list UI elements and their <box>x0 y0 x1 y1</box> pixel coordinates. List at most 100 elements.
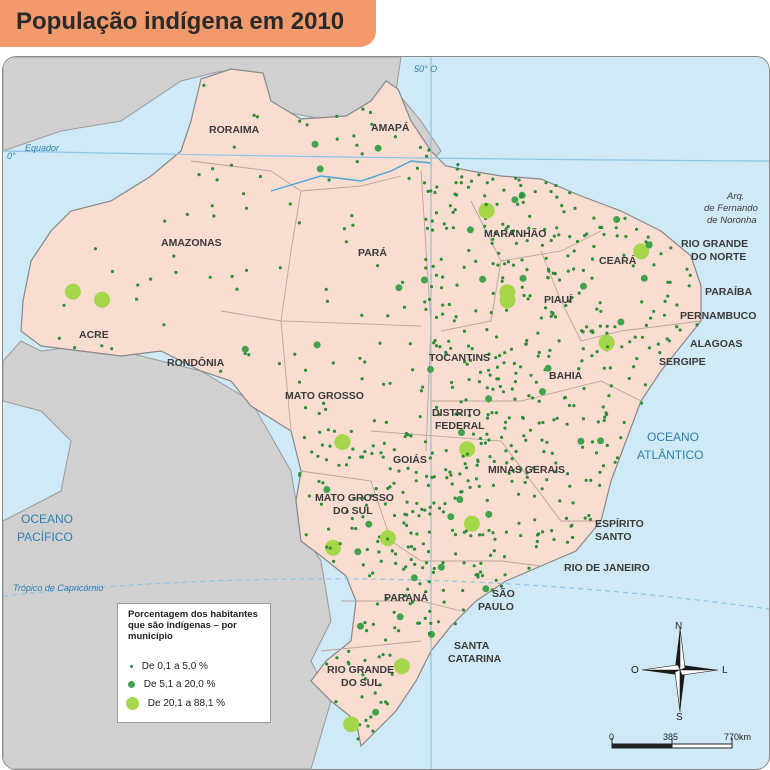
small-dot <box>592 216 596 220</box>
small-dot <box>418 582 422 586</box>
small-dot <box>457 412 461 416</box>
small-dot <box>658 351 662 355</box>
small-dot <box>434 211 439 215</box>
state-label-es-2: SANTO <box>595 531 632 543</box>
small-dot <box>507 416 511 420</box>
small-dot <box>507 471 511 475</box>
small-dot <box>432 341 436 345</box>
small-dot <box>526 297 530 301</box>
large-dot <box>633 243 650 260</box>
small-dot <box>500 435 504 439</box>
small-dot <box>352 134 356 138</box>
small-dot <box>502 555 507 559</box>
small-dot <box>568 191 572 195</box>
small-dot <box>675 303 679 307</box>
state-label-df-1: DISTRITO <box>432 407 481 419</box>
small-dot <box>427 148 431 152</box>
small-dot <box>589 478 593 482</box>
small-dot <box>379 559 383 563</box>
compass-s: S <box>676 712 683 720</box>
small-dot <box>360 313 364 317</box>
small-dot <box>568 235 572 239</box>
small-dot <box>418 415 422 419</box>
small-dot <box>487 352 491 356</box>
medium-dot <box>466 226 474 234</box>
medium-dot <box>456 496 464 503</box>
small-dot <box>388 467 392 471</box>
small-dot <box>449 473 453 477</box>
small-dot <box>466 479 470 483</box>
small-dot <box>506 260 510 264</box>
small-dot <box>598 301 602 305</box>
state-label-sp-1: SÃO <box>492 587 515 600</box>
small-dot <box>430 228 435 232</box>
small-dot <box>326 428 330 432</box>
small-dot <box>532 494 537 498</box>
large-dot-icon <box>126 697 139 710</box>
small-dot <box>427 530 431 534</box>
medium-dot <box>241 345 249 353</box>
small-dot <box>453 622 457 626</box>
small-dot <box>480 574 485 578</box>
small-dot <box>554 183 558 188</box>
small-dot <box>318 430 322 434</box>
small-dot <box>536 354 540 358</box>
small-dot <box>535 533 540 537</box>
small-dot <box>424 561 429 565</box>
small-dot <box>516 202 520 206</box>
small-dot <box>640 335 645 339</box>
small-dot <box>520 415 525 419</box>
scale-bar: 0 385 770km <box>609 732 751 749</box>
small-dot <box>456 163 460 167</box>
small-dot <box>428 456 432 460</box>
small-dot <box>361 107 365 111</box>
small-dot <box>453 533 458 537</box>
small-dot <box>408 602 412 606</box>
small-dot <box>678 328 682 332</box>
small-dot <box>464 529 468 533</box>
small-dot <box>435 185 439 189</box>
small-dot <box>369 715 373 719</box>
small-dot <box>649 316 653 320</box>
small-dot <box>447 302 451 307</box>
small-dot <box>491 262 495 266</box>
small-dot <box>405 513 409 517</box>
small-dot <box>553 272 557 276</box>
small-dot <box>622 253 626 257</box>
small-dot <box>545 440 549 444</box>
small-dot <box>379 700 383 704</box>
small-dot <box>582 386 586 391</box>
small-dot <box>555 226 559 230</box>
medium-dot <box>311 140 319 148</box>
small-dot <box>525 475 529 479</box>
small-dot <box>462 561 466 565</box>
medium-dot <box>485 510 493 518</box>
small-dot <box>509 444 513 448</box>
small-dot <box>304 406 308 410</box>
small-dot <box>613 460 617 464</box>
small-dot <box>635 357 639 361</box>
small-dot <box>520 285 524 289</box>
small-dot <box>488 455 492 459</box>
small-dot <box>393 552 398 556</box>
medium-dot <box>427 365 434 373</box>
small-dot <box>605 331 609 335</box>
small-dot <box>110 347 114 351</box>
small-dot <box>503 573 507 577</box>
small-dot <box>581 347 585 351</box>
small-dot <box>668 280 672 284</box>
small-dot <box>483 224 487 228</box>
small-dot <box>450 482 454 486</box>
small-dot <box>685 267 689 271</box>
small-dot <box>595 350 599 354</box>
small-dot <box>73 346 77 350</box>
small-dot <box>605 443 609 447</box>
small-dot <box>136 283 140 287</box>
state-label-parana: PARANÁ <box>384 591 429 604</box>
small-dot <box>644 323 649 327</box>
small-dot <box>517 521 521 525</box>
small-dot <box>496 263 500 267</box>
small-dot <box>491 237 495 241</box>
large-dot <box>325 539 342 556</box>
small-dot <box>566 472 570 476</box>
